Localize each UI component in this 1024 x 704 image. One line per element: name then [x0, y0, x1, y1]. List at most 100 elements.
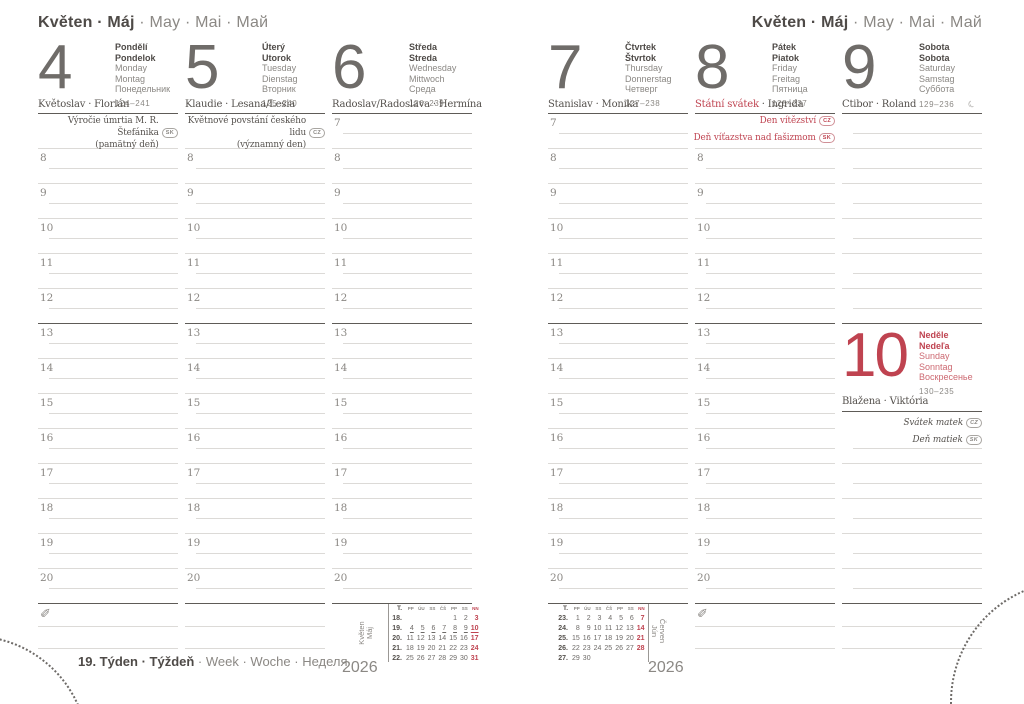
slot-line	[695, 463, 835, 464]
mini-cal-week-row: 22. 25 26 27 28 29 30 31	[386, 655, 478, 662]
hour-writing-line	[559, 588, 688, 589]
mini-cal-week-row: 24. 8 9 10 11 12 13 14	[552, 625, 645, 632]
hour-writing-line	[706, 448, 835, 449]
slot-line	[842, 568, 982, 569]
mini-cal-week-row: 21. 18 19 20 21 22 23 24	[386, 645, 478, 652]
hour-writing-line	[559, 238, 688, 239]
weekday-name: Pondělí	[115, 42, 148, 52]
mini-cal-day: 19	[416, 645, 425, 652]
notes-line	[842, 626, 982, 627]
hour-writing-line	[49, 168, 178, 169]
day-of-year: 129–236	[919, 99, 955, 109]
name-day-line: Radoslav/Radoslava · Hermína	[332, 99, 482, 110]
mini-cal-week-row: 20. 11 12 13 14 15 16 17	[386, 635, 478, 642]
weekday-name: Donnerstag	[625, 73, 672, 84]
hour-writing-line	[196, 273, 325, 274]
slot-line	[38, 498, 178, 499]
name-day-line: Ctibor · Roland	[842, 99, 917, 110]
slot-line	[38, 253, 178, 254]
hour-label-10: 10	[550, 222, 564, 234]
hour-label-15: 15	[40, 397, 54, 409]
hour-label-8: 8	[697, 152, 704, 164]
mini-cal-week-number: 20.	[392, 635, 402, 642]
hour-writing-line	[343, 483, 472, 484]
hour-writing-line	[706, 273, 835, 274]
hour-writing-line	[559, 518, 688, 519]
slot-line	[842, 218, 982, 219]
slot-line	[548, 253, 688, 254]
hour-label-20: 20	[697, 572, 711, 584]
slot-line	[842, 183, 982, 184]
weekday-block: Sobota Sobota Saturday Samstag Суббота 129–23…	[919, 42, 989, 110]
weekday-block: Pátek Piatok Friday Freitag Пятница 128–237	[772, 42, 842, 108]
hour-writing-line	[706, 168, 835, 169]
writing-line	[853, 273, 982, 274]
hour-writing-line	[196, 308, 325, 309]
mini-cal-day: 18	[604, 635, 613, 642]
mini-cal-day: 13	[427, 635, 436, 642]
mini-cal-day: 14	[636, 625, 645, 632]
weekday-name: Štvrtok	[625, 52, 657, 63]
day-of-year: 125–240	[262, 98, 298, 108]
day-number: 5	[185, 33, 220, 102]
country-badge-cz: CZ	[966, 418, 982, 428]
hour-label-9: 9	[187, 187, 194, 199]
hour-writing-line	[706, 238, 835, 239]
hour-label-8: 8	[40, 152, 47, 164]
hour-writing-line	[343, 308, 472, 309]
hour-label-12: 12	[334, 292, 348, 304]
hour-label-8: 8	[334, 152, 341, 164]
hour-writing-line	[559, 273, 688, 274]
slot-line	[695, 533, 835, 534]
hour-writing-line	[343, 518, 472, 519]
weekday-name: Вторник	[262, 84, 296, 94]
hour-label-11: 11	[697, 257, 711, 269]
month-header-left: Květen · Máj · May · Mai · Май	[38, 14, 268, 32]
slot-line	[185, 463, 325, 464]
hour-writing-line	[343, 168, 472, 169]
mini-cal-day: 24	[593, 645, 602, 652]
column-end-line	[332, 603, 472, 604]
weekday-name: Sobota	[919, 42, 950, 52]
month-header-right: Květen · Máj · May · Mai · Май	[752, 14, 982, 32]
weekday-name: Monday	[115, 63, 148, 73]
day-number: 7	[548, 33, 583, 102]
hour-label-18: 18	[550, 502, 564, 514]
weekday-name: Montag	[115, 73, 146, 84]
slot-line	[185, 288, 325, 289]
weekday-block: Pondělí Pondelok Monday Montag Понедельник 12…	[115, 42, 185, 108]
holiday-note-lines: Květnové povstání českého lidu (významný …	[175, 115, 306, 151]
name-day-names: · Ingrida	[758, 99, 804, 110]
mini-cal-day: 13	[625, 625, 634, 632]
hour-label-12: 12	[40, 292, 54, 304]
weekday-name: Piatok	[772, 52, 800, 63]
mini-cal-day: 16	[459, 635, 468, 642]
mini-cal-day: 4	[608, 615, 613, 622]
weekday-name: Pátek	[772, 42, 797, 52]
hour-writing-line	[559, 553, 688, 554]
hour-label-11: 11	[187, 257, 201, 269]
pencil-icon: ✐	[697, 606, 708, 621]
slot-line	[695, 218, 835, 219]
hour-label-10: 10	[697, 222, 711, 234]
mini-cal-day: 29	[572, 655, 580, 662]
mini-cal-week-number: 22.	[392, 655, 402, 662]
mini-cal-week-row: 26. 22 23 24 25 26 27 28	[552, 645, 645, 652]
mini-cal-day: 30	[582, 655, 591, 662]
mini-cal-week-number: 27.	[558, 655, 568, 662]
writing-line	[853, 518, 982, 519]
day-of-year-row: 125–240	[262, 99, 332, 108]
hour-writing-line	[49, 483, 178, 484]
day-of-year: 130–235	[919, 386, 955, 396]
slot-line	[842, 533, 982, 534]
hour-label-19: 19	[550, 537, 564, 549]
mini-cal-week-row: 25. 15 16 17 18 19 20 21	[552, 635, 644, 642]
mini-cal-day: 19	[615, 635, 623, 642]
slot-line	[548, 148, 688, 149]
slot-line	[332, 463, 472, 464]
month-header-left-bold: Květen · Máj	[38, 14, 135, 31]
mini-cal-day: 28	[636, 645, 645, 652]
hour-label-9: 9	[40, 187, 47, 199]
mini-cal-day: 9	[463, 625, 468, 632]
hour-writing-line	[343, 553, 472, 554]
